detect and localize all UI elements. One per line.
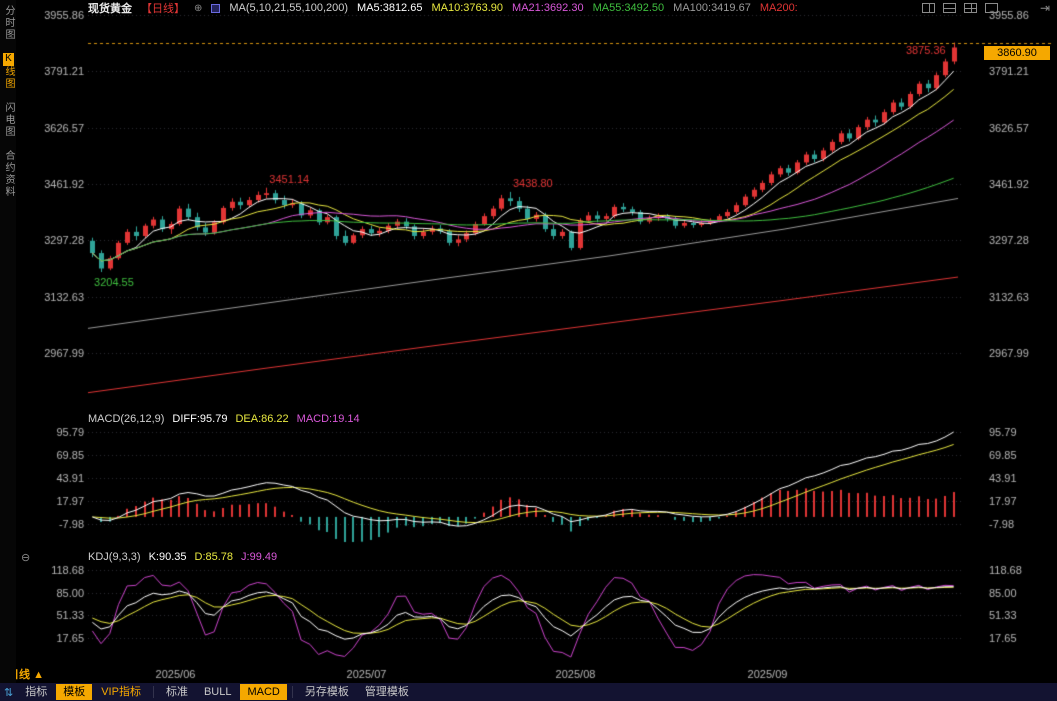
macd-bar-value: MACD:19.14 [296, 413, 360, 425]
toolbar-divider [152, 686, 154, 698]
ma200-value: MA200: [759, 2, 798, 14]
macd-diff-value: DIFF:95.79 [172, 413, 228, 425]
ma-settings-icon[interactable] [211, 3, 221, 13]
layout-icons-group [922, 3, 998, 13]
period-tag: 【日线】 [141, 3, 185, 15]
ma5-value: MA5:3812.65 [357, 2, 423, 14]
tab-templates[interactable]: 模板 [56, 684, 93, 700]
ma21-value: MA21:3692.30 [512, 2, 584, 14]
kdj-collapse-icon[interactable]: ⊖ [21, 552, 31, 564]
ma10-value: MA10:3763.90 [431, 2, 504, 14]
tab-vip-indicators[interactable]: VIP指标 [101, 686, 141, 698]
macd-dea-value: DEA:86.22 [235, 413, 289, 425]
tab-indicators[interactable]: 指标 [25, 686, 48, 698]
tab-macd[interactable]: MACD [240, 684, 287, 700]
sidebar-item-contract-info[interactable]: 合约资料 [3, 150, 14, 198]
add-indicator-icon[interactable]: ⊕ [194, 2, 203, 14]
layout-single-icon[interactable] [985, 3, 998, 13]
tab-standard[interactable]: 标准 [165, 686, 188, 698]
sidebar-item-time-chart[interactable]: 分时图 [3, 5, 14, 41]
indicator-toolbar: ⇅ 指标 模板 VIP指标 标准 BULL MACD 另存模板 管理模板 [0, 683, 1057, 701]
layout-grid-icon[interactable] [964, 3, 977, 13]
last-price-tag: 3860.90 [984, 46, 1050, 60]
toolbar-divider [291, 686, 293, 698]
sidebar-item-kline-chart[interactable]: K线图 [3, 53, 14, 90]
price-chart-canvas[interactable] [16, 0, 1057, 683]
ma100-value: MA100:3419.67 [673, 2, 751, 14]
expand-right-icon[interactable]: ⇥ [1040, 1, 1051, 15]
kdj-label-row: KDJ(9,3,3) K:90.35 D:85.78 J:99.49 [88, 551, 277, 563]
macd-title: MACD(26,12,9) [88, 413, 165, 425]
chart-type-sidebar: 分时图 K线图 闪电图 合约资料 [0, 0, 16, 683]
tab-manage-templates[interactable]: 管理模板 [364, 686, 409, 698]
chevron-up-icon: ▲ [33, 669, 44, 681]
kdj-k-value: K:90.35 [148, 551, 187, 563]
sidebar-item-lightning-chart[interactable]: 闪电图 [3, 102, 14, 138]
macd-label-row: MACD(26,12,9) DIFF:95.79 DEA:86.22 MACD:… [88, 413, 360, 425]
kdj-d-value: D:85.78 [194, 551, 234, 563]
tab-bull[interactable]: BULL [203, 686, 232, 698]
layout-two-column-icon[interactable] [922, 3, 935, 13]
ma-group-label: MA(5,10,21,55,100,200) [229, 2, 349, 14]
sort-icon[interactable]: ⇅ [4, 686, 14, 699]
layout-two-row-icon[interactable] [943, 3, 956, 13]
kdj-j-value: J:99.49 [241, 551, 278, 563]
ma55-value: MA55:3492.50 [592, 2, 665, 14]
symbol-title: 现货黄金 [88, 3, 132, 15]
chart-header: 现货黄金 【日线】 ⊕ MA(5,10,21,55,100,200) MA5:3… [88, 1, 798, 15]
kdj-title: KDJ(9,3,3) [88, 551, 141, 563]
tab-save-template[interactable]: 另存模板 [304, 686, 349, 698]
